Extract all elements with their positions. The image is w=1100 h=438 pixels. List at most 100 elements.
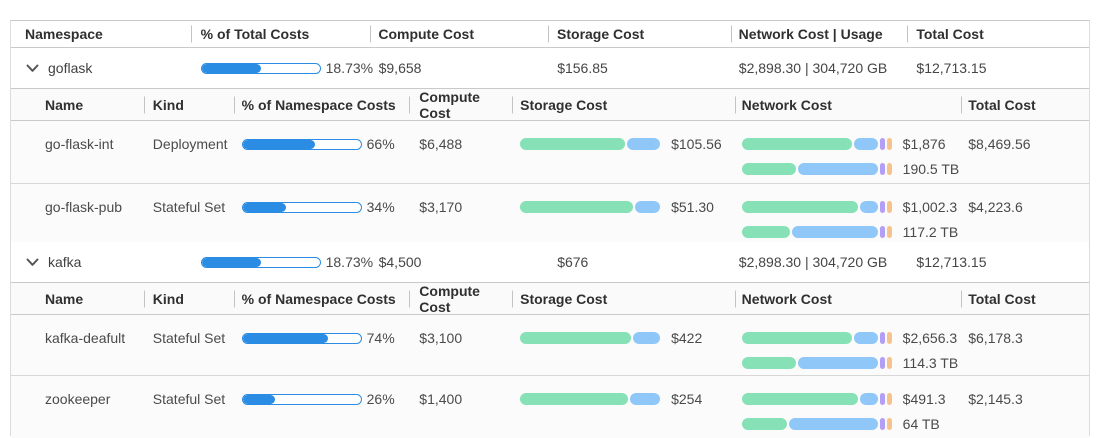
pct-namespace-costs-gauge [241,201,362,213]
network-cost-cell: $1,002.3 117.2 TB [735,195,962,244]
col-header-network-cost: Network Cost [735,89,962,120]
network-usage-value: 114.3 TB [902,355,959,371]
col-header-storage-cost: Storage Cost [548,21,731,47]
workload-row-go-flask-int[interactable]: go-flask-int Deployment 66% $6,488 $105.… [11,121,1089,183]
storage-cost-value: $422 [671,330,703,346]
network-cost-value: $1,876 [902,136,946,152]
col-header-compute-cost: Compute Cost [370,21,548,47]
workload-kind: Deployment [152,136,228,152]
workload-row-go-flask-pub[interactable]: go-flask-pub Stateful Set 34% $3,170 $51… [11,183,1089,242]
col-header-name: Name [45,96,84,113]
storage-cost-value: $156.85 [557,60,608,76]
storage-cost-bar [520,332,661,344]
network-cost-bar [741,138,892,150]
pct-namespace-costs-value: 34% [366,199,395,215]
network-cost-cell: $2,656.3 114.3 TB [735,326,962,375]
pct-namespace-costs-value: 66% [366,136,395,152]
network-cost-usage-value: $2,898.30 | 304,720 GB [738,254,888,270]
compute-cost-value: $4,500 [378,254,422,270]
workload-header-row: Name Kind % of Namespace Costs Compute C… [11,282,1089,315]
network-usage-bar [741,163,892,175]
network-cost-bar [741,332,892,344]
storage-cost-value: $254 [671,391,703,407]
compute-cost-value: $3,170 [419,199,463,215]
pct-namespace-costs-value: 74% [366,330,395,346]
network-cost-value: $491.3 [902,391,946,407]
workload-header-row: Name Kind % of Namespace Costs Compute C… [11,88,1089,121]
col-header-network-cost: Network Cost [735,283,962,314]
compute-cost-value: $1,400 [419,391,463,407]
pct-namespace-costs-gauge [241,332,362,344]
col-header-compute-cost: Compute Cost [409,283,512,315]
network-cost-usage-value: $2,898.30 | 304,720 GB [738,60,888,76]
total-cost-value: $2,145.3 [968,391,1023,407]
network-usage-bar [741,357,892,369]
network-usage-value: 64 TB [902,416,940,432]
chevron-down-icon[interactable] [25,255,39,269]
network-cost-cell: $1,876 190.5 TB [735,132,962,181]
storage-cost-bar [520,201,661,213]
col-header-total-cost: Total Cost [961,89,1089,120]
main-header-row: Namespace % of Total Costs Compute Cost … [11,21,1089,48]
namespace-row-goflask[interactable]: goflask 18.73% $9,658 $156.85 $2,898.30 … [11,48,1089,88]
col-header-compute-cost: Compute Cost [409,89,512,121]
storage-cost-value: $105.56 [671,136,722,152]
pct-namespace-costs-gauge [241,138,362,150]
col-header-storage-cost: Storage Cost [512,89,735,120]
namespace-name: kafka [48,254,82,270]
storage-cost-cell: $254 [512,387,735,411]
total-cost-value: $8,469.56 [968,136,1031,152]
chevron-down-icon[interactable] [25,61,39,75]
col-header-total-cost: Total Cost [961,283,1089,314]
col-header-network-cost-usage: Network Cost | Usage [731,21,908,47]
col-header-pct-total-costs: % of Total Costs [191,21,371,47]
compute-cost-value: $9,658 [378,60,422,76]
namespace-row-kafka[interactable]: kafka 18.73% $4,500 $676 $2,898.30 | 304… [11,242,1089,282]
workload-kind: Stateful Set [152,330,226,346]
storage-cost-cell: $422 [512,326,735,350]
storage-cost-bar [520,138,661,150]
workload-name: go-flask-int [45,136,114,152]
pct-total-costs-gauge [200,256,321,268]
total-cost-value: $12,713.15 [916,60,987,76]
total-cost-value: $4,223.6 [968,199,1023,215]
col-header-namespace: Namespace [25,26,103,42]
workload-kind: Stateful Set [152,391,226,407]
workload-name: zookeeper [45,391,111,407]
workload-row-kafka-deafult[interactable]: kafka-deafult Stateful Set 74% $3,100 $4… [11,315,1089,375]
storage-cost-bar [520,393,661,405]
storage-cost-value: $51.30 [671,199,714,215]
storage-cost-cell: $51.30 [512,195,735,219]
network-usage-value: 117.2 TB [902,224,959,240]
pct-namespace-costs-gauge [241,393,362,405]
storage-cost-cell: $105.56 [512,132,735,156]
network-cost-bar [741,201,892,213]
network-usage-value: 190.5 TB [902,161,960,177]
network-usage-bar [741,418,892,430]
pct-total-costs-gauge [200,62,321,74]
workload-table-goflask: Name Kind % of Namespace Costs Compute C… [11,88,1089,242]
network-cost-cell: $491.3 64 TB [735,387,962,436]
workload-table-kafka: Name Kind % of Namespace Costs Compute C… [11,282,1089,438]
col-header-pct-namespace-costs: % of Namespace Costs [234,283,410,314]
network-usage-bar [741,226,892,238]
namespace-name: goflask [48,60,93,76]
compute-cost-value: $3,100 [419,330,463,346]
col-header-storage-cost: Storage Cost [512,283,735,314]
storage-cost-value: $676 [557,254,589,270]
network-cost-value: $1,002.3 [902,199,958,215]
col-header-kind: Kind [144,283,234,314]
compute-cost-value: $6,488 [419,136,463,152]
col-header-pct-namespace-costs: % of Namespace Costs [234,89,410,120]
workload-name: kafka-deafult [45,330,126,346]
workload-kind: Stateful Set [152,199,226,215]
cost-table: Namespace % of Total Costs Compute Cost … [10,20,1090,438]
pct-namespace-costs-value: 26% [366,391,395,407]
workload-name: go-flask-pub [45,199,123,215]
network-cost-value: $2,656.3 [902,330,958,346]
col-header-kind: Kind [144,89,234,120]
workload-row-zookeeper[interactable]: zookeeper Stateful Set 26% $1,400 $254 $… [11,375,1089,438]
pct-total-costs-value: 18.73% [325,60,374,76]
col-header-name: Name [45,290,84,307]
total-cost-value: $6,178.3 [968,330,1023,346]
